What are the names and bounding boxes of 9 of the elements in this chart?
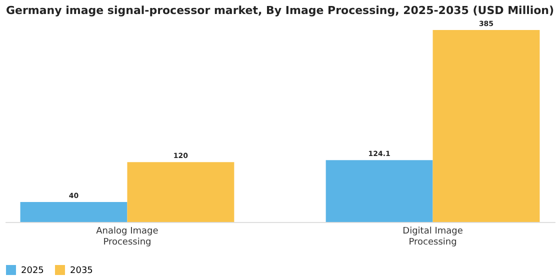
bar bbox=[326, 160, 433, 222]
x-tick-label: Analog Image Processing bbox=[96, 226, 159, 248]
legend-label: 2025 bbox=[21, 266, 44, 276]
bar bbox=[127, 162, 234, 222]
chart-title: Germany image signal-processor market, By Image Processing, 2025-2035 (USD Million) bbox=[6, 4, 554, 17]
legend-label: 2035 bbox=[70, 266, 93, 276]
bar bbox=[20, 202, 128, 222]
x-tick-label: Digital Image Processing bbox=[402, 226, 464, 248]
bar bbox=[432, 30, 540, 222]
